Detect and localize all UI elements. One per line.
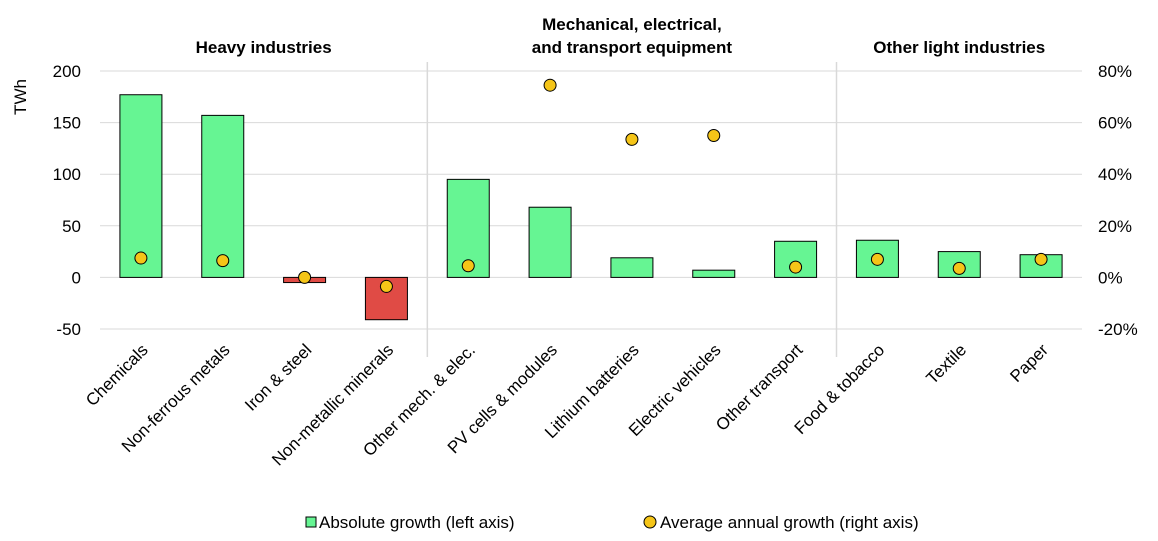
right-tick-label: 0% <box>1098 268 1123 287</box>
bar-electric-vehicles <box>692 269 736 278</box>
marker-electric-vehicles <box>707 129 721 142</box>
left-tick-label: -50 <box>56 320 81 339</box>
group-labels: Heavy industries Mechanical, electrical, a… <box>196 15 1046 57</box>
marker-lithium-batteries <box>625 132 639 146</box>
marker-non-metallic-minerals <box>379 279 393 293</box>
marker-food-tobacco <box>870 252 884 266</box>
group-label-2: and transport equipment <box>532 38 733 57</box>
marker-non-ferrous-metals <box>216 254 230 268</box>
legend-swatch-absolute-growth <box>305 516 317 528</box>
category-label-textile: Textile <box>923 340 971 388</box>
bars <box>119 94 1063 321</box>
right-tick-label: 60% <box>1098 114 1132 133</box>
left-tick-label: 0 <box>72 268 81 287</box>
marker-iron-steel <box>298 270 312 284</box>
marker-paper <box>1034 252 1048 266</box>
bar-lithium-batteries <box>610 257 654 278</box>
group-dividers <box>426 62 838 357</box>
marker-other-mech-elec <box>461 259 475 273</box>
group-label-3: Other light industries <box>873 38 1045 57</box>
bar-non-metallic-minerals <box>364 276 408 321</box>
markers <box>134 78 1048 293</box>
bar-pv-cells-modules <box>528 206 572 278</box>
group-label-1: Heavy industries <box>196 38 332 57</box>
right-tick-label: 40% <box>1098 165 1132 184</box>
legend: Absolute growth (left axis) Average annu… <box>305 513 919 532</box>
category-label-food-tobacco: Food & tobacco <box>791 340 889 438</box>
marker-other-transport <box>789 260 803 274</box>
right-tick-label: 80% <box>1098 62 1132 81</box>
category-label-iron-steel: Iron & steel <box>241 340 315 414</box>
y-axis-label: TWh <box>11 79 30 115</box>
right-tick-label: -20% <box>1098 320 1138 339</box>
left-tick-label: 150 <box>53 114 81 133</box>
legend-label-absolute-growth: Absolute growth (left axis) <box>319 513 515 532</box>
group-label-2: Mechanical, electrical, <box>542 15 722 34</box>
left-tick-label: 100 <box>53 165 81 184</box>
category-label-chemicals: Chemicals <box>82 340 152 410</box>
marker-textile <box>952 261 966 275</box>
category-label-paper: Paper <box>1006 340 1052 386</box>
gridlines <box>100 70 1082 330</box>
marker-pv-cells-modules <box>543 78 557 92</box>
legend-label-annual-growth: Average annual growth (right axis) <box>660 513 919 532</box>
right-tick-label: 20% <box>1098 217 1132 236</box>
category-label-other-transport: Other transport <box>712 340 806 434</box>
marker-chemicals <box>134 251 148 265</box>
right-axis-ticks: 80% 60% 40% 20% 0% -20% <box>1098 62 1138 339</box>
legend-swatch-annual-growth <box>643 515 657 529</box>
left-axis-ticks: 200 150 100 50 0 -50 <box>53 62 81 339</box>
bar-non-ferrous-metals <box>201 114 245 278</box>
bar-chemicals <box>119 94 163 278</box>
left-tick-label: 200 <box>53 62 81 81</box>
left-tick-label: 50 <box>62 217 81 236</box>
